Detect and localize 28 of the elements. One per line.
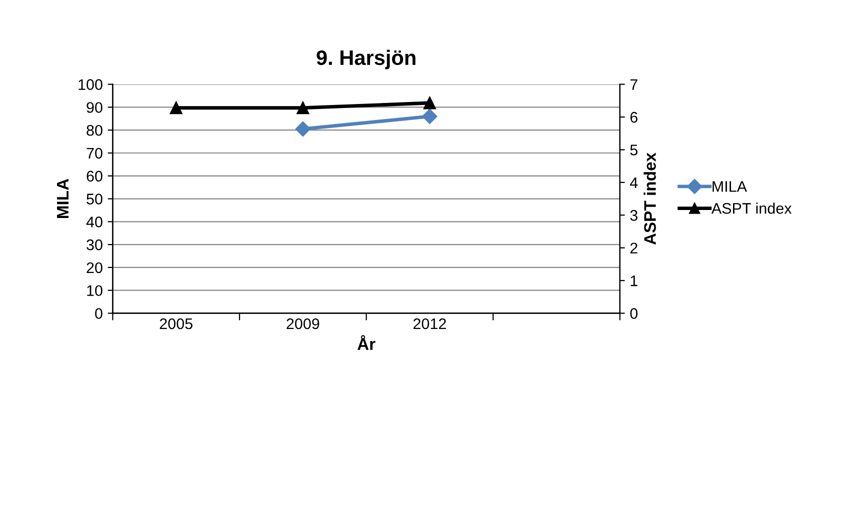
x-axis-title: År — [357, 335, 376, 350]
y2-tick-label: 4 — [630, 177, 638, 188]
y2-tick-label: 7 — [630, 79, 638, 90]
y-tick-label: 80 — [86, 124, 102, 136]
x-tick-label: 2009 — [286, 318, 320, 330]
y-tick-label: 60 — [86, 170, 102, 182]
y-tick-label: 50 — [86, 194, 102, 204]
y2-tick-label: 3 — [630, 210, 638, 221]
x-tick-label: 2012 — [413, 318, 446, 330]
y2-tick-label: 1 — [630, 276, 638, 286]
legend-label: ASPT index — [711, 202, 792, 214]
y-tick-label: 20 — [86, 262, 102, 274]
y-tick-label: 100 — [78, 79, 102, 90]
x-tick-label: 2005 — [160, 318, 192, 330]
chart-title: 9. Harsjön — [316, 50, 416, 70]
y-tick-label: 40 — [86, 216, 102, 228]
y2-axis-title: ASPT index — [644, 152, 656, 245]
y-axis-title: MILA — [57, 178, 68, 218]
y2-tick-label: 2 — [630, 242, 638, 254]
y2-tick-label: 6 — [630, 112, 638, 123]
y-tick-label: 90 — [86, 102, 102, 113]
y-tick-label: 10 — [87, 285, 102, 296]
y-tick-label: 70 — [86, 148, 102, 159]
y2-tick-label: 0 — [630, 308, 638, 319]
y-tick-label: 0 — [95, 308, 102, 319]
y2-tick-label: 5 — [630, 144, 638, 156]
y-tick-label: 30 — [86, 239, 102, 250]
legend-label: MILA — [712, 181, 748, 192]
